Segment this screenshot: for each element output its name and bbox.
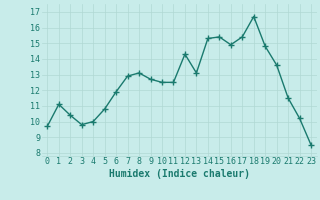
X-axis label: Humidex (Indice chaleur): Humidex (Indice chaleur): [109, 169, 250, 179]
